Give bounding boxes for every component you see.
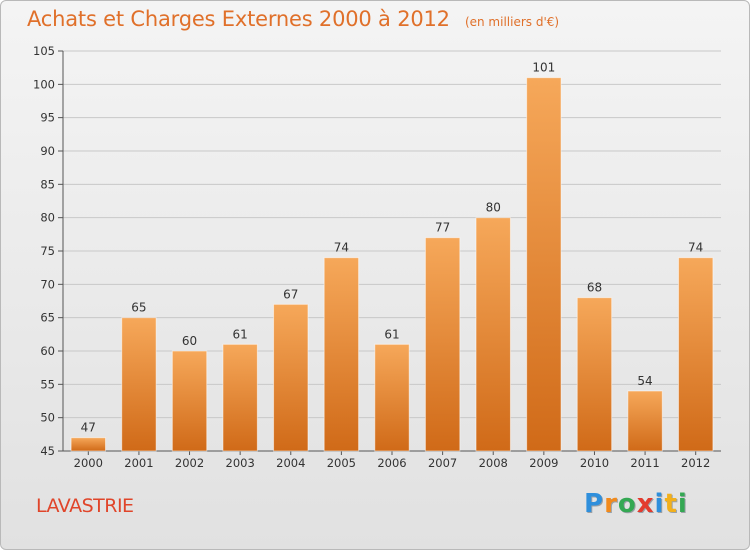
y-tick-label: 85 <box>40 177 55 191</box>
y-tick-label: 55 <box>40 377 55 391</box>
data-label: 77 <box>435 221 450 235</box>
logo-letter: x <box>636 489 655 519</box>
data-label: 61 <box>233 327 248 341</box>
data-label: 47 <box>81 421 96 435</box>
bar-2011 <box>627 390 663 452</box>
x-tick-label: 2009 <box>529 456 558 470</box>
data-label: 74 <box>334 241 349 255</box>
logo-letter: t <box>664 489 678 519</box>
data-label: 65 <box>131 301 146 315</box>
x-tick-label: 2010 <box>580 456 609 470</box>
x-tick-label: 2005 <box>327 456 356 470</box>
y-tick-label: 60 <box>40 344 55 358</box>
data-label: 80 <box>486 201 501 215</box>
chart-subtitle: (en milliers d'€) <box>464 15 560 29</box>
x-tick-label: 2000 <box>74 456 103 470</box>
x-tick-label: 2008 <box>479 456 508 470</box>
label-layer: 47 65 60 61 67 74 61 77 80 101 68 54 74 <box>81 61 704 435</box>
y-tick-label: 90 <box>40 144 55 158</box>
data-label: 67 <box>283 287 298 301</box>
logo-letter: r <box>604 489 618 519</box>
bar-2005 <box>323 257 360 452</box>
y-tick-label: 50 <box>40 411 55 425</box>
y-tick-label: 100 <box>33 77 55 91</box>
bar-2010 <box>576 297 613 452</box>
bar-2003 <box>222 343 258 452</box>
y-tick-label: 95 <box>40 111 55 125</box>
data-label: 61 <box>384 327 399 341</box>
y-tick-label: 105 <box>33 44 55 58</box>
data-label: 101 <box>532 61 555 75</box>
bar-2007 <box>424 237 461 452</box>
bar-layer <box>70 77 714 452</box>
logo-letter: i <box>654 489 665 519</box>
x-tick-label: 2001 <box>124 456 153 470</box>
bar-2009 <box>526 77 562 452</box>
axis-layer: 45 50 55 60 65 70 75 80 85 90 95 100 105 2000 2001 2002… <box>33 44 721 470</box>
data-label: 60 <box>182 334 197 348</box>
commune-name: LAVASTRIE <box>36 495 134 517</box>
logo-letter: i <box>677 489 688 519</box>
chart-title: Achats et Charges Externes 2000 à 2012 <box>27 7 450 31</box>
y-tick-label: 45 <box>40 444 55 458</box>
bar-2001 <box>121 317 157 452</box>
bar-2004 <box>273 303 309 452</box>
x-tick-label: 2006 <box>377 456 406 470</box>
y-tick-label: 75 <box>40 244 55 258</box>
y-tick-label: 80 <box>40 211 55 225</box>
logo-letter: P <box>584 489 605 519</box>
data-label: 68 <box>587 281 602 295</box>
x-tick-label: 2002 <box>175 456 204 470</box>
bar-2002 <box>171 350 208 452</box>
bar-2000 <box>70 437 107 452</box>
y-tick-label: 70 <box>40 277 55 291</box>
data-label: 74 <box>688 241 703 255</box>
bar-2012 <box>677 257 714 452</box>
y-tick-label: 65 <box>40 311 55 325</box>
bar-2006 <box>374 343 410 452</box>
bar-2008 <box>475 217 511 452</box>
x-tick-label: 2007 <box>428 456 457 470</box>
logo-letter: o <box>617 489 637 519</box>
data-label: 54 <box>637 374 652 388</box>
x-tick-label: 2003 <box>226 456 255 470</box>
proxiti-logo[interactable]: Proxiti <box>584 489 688 519</box>
x-tick-label: 2004 <box>276 456 305 470</box>
title-line: Achats et Charges Externes 2000 à 2012 (… <box>27 7 559 31</box>
x-tick-label: 2011 <box>630 456 659 470</box>
x-tick-label: 2012 <box>681 456 710 470</box>
